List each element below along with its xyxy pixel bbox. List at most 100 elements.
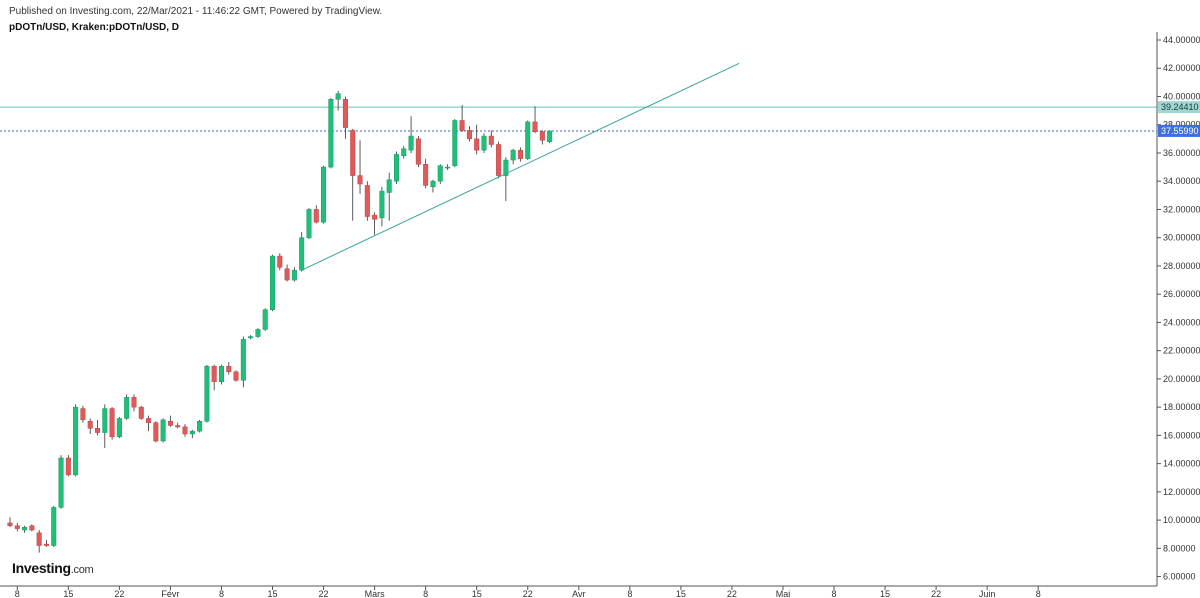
candle [291,267,297,282]
x-tick-label: 8 [1036,589,1041,598]
candle [233,370,239,382]
current-price-badge: 37.55990 [1158,124,1200,137]
candle-body-up [255,329,261,337]
candle-body-down [372,214,378,220]
candle-body-down [43,543,49,546]
candle [131,394,137,412]
resistance-price-badge-bg [1158,101,1200,114]
y-tick-label: 22.00000 [1163,346,1200,356]
candle-body-down [233,371,239,381]
candle-body-down [415,138,421,165]
candle-body-up [299,237,305,271]
candle-body-up [197,421,203,432]
candle [167,415,173,427]
x-tick-label: 15 [63,589,73,598]
candle [14,522,20,532]
candle-body-down [423,164,429,186]
candle [277,253,283,271]
candle-body-up [262,309,268,330]
candle-body-up [481,135,487,151]
candle [357,140,363,194]
x-axis[interactable]: 8 15 22 Févr 8 15 22 Mars 8 15 22 Avr 8 15 22 Mai 8 15 22 J… [0,585,1157,598]
candle [393,151,399,185]
y-tick-label: 16.00000 [1163,430,1200,440]
candle [525,120,531,161]
candle-body-up [218,365,224,382]
candle [153,421,159,443]
candle-body-up [73,406,79,476]
candle-body-up [452,120,458,166]
candle-body-down [496,144,502,176]
candle-body-up [328,99,334,168]
candle-body-up [379,190,385,219]
y-tick-label: 8.00000 [1163,543,1196,553]
candle [313,205,319,224]
candle [445,164,451,170]
candle [386,172,392,221]
horizontal-levels [0,106,1157,132]
candle [328,97,334,169]
candle [248,335,254,340]
candle-body-up [393,154,399,182]
x-tick-label: 8 [15,589,20,598]
candle [306,208,312,240]
candle-body-down [211,365,217,382]
candle [240,336,246,388]
candle-body-down [517,149,523,159]
candle [517,147,523,162]
candle [146,415,152,432]
candle-body-down [226,365,232,373]
x-tick-label: 22 [727,589,737,598]
candle-body-up [22,526,28,531]
candle [124,394,130,420]
candle [459,104,465,132]
candle-body-up [160,419,166,442]
candle [102,404,108,449]
candle [547,130,553,144]
x-tick-label: 15 [268,589,278,598]
candle-body-down [459,120,465,131]
candle-body-down [357,175,363,185]
candle [539,130,545,145]
candle [211,364,217,391]
candle [335,90,341,111]
candle-body-up [510,149,516,161]
candle-body-down [138,406,144,419]
candle [204,364,210,423]
y-tick-label: 14.00000 [1163,459,1200,469]
candle-body-down [342,99,348,128]
x-tick-label: Mars [365,589,385,598]
current-price-badge-bg [1158,124,1200,137]
candle [466,126,472,142]
x-tick-label: 15 [880,589,890,598]
candle [29,524,35,532]
candle-body-down [14,525,20,529]
current-price-badge-label: 37.55990 [1161,126,1199,136]
candle [350,128,356,221]
candle [321,165,327,224]
candle [474,124,480,155]
candle [36,529,42,553]
y-axis[interactable]: 44.00000 42.00000 40.00000 38.00000 36.00000… [1156,32,1200,586]
candle [510,148,516,165]
y-tick-label: 20.00000 [1163,374,1200,384]
resistance-price-badge: 39.24410 [1158,101,1200,114]
y-tick-label: 34.00000 [1163,176,1200,186]
x-tick-label: Févr [161,589,179,598]
candle-body-down [7,522,13,527]
candle-body-down [466,130,472,140]
candle [94,419,101,436]
candle [58,455,64,509]
trendline-layer[interactable] [301,62,740,271]
candle-body-up [386,179,392,193]
x-tick-label: 8 [219,589,224,598]
y-tick-label: 40.00000 [1163,91,1200,101]
symbol-title: pDOTn/USD, Kraken:pDOTn/USD, D [9,22,180,33]
y-tick-label: 28.00000 [1163,261,1200,271]
candle [109,407,115,440]
candle [255,328,261,338]
candle-body-up [204,365,210,422]
candle [80,405,86,423]
y-tick-label: 44.00000 [1163,35,1200,45]
